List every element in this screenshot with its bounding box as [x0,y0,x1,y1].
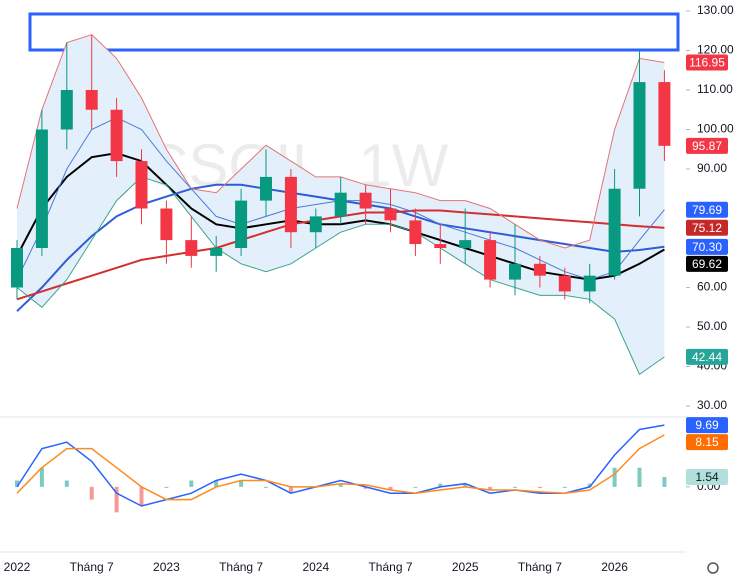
candle-body [434,244,447,248]
candle-body [658,82,671,146]
x-tick-label: 2024 [302,560,329,574]
candle-body [409,220,422,245]
histogram-bar [438,483,443,487]
histogram-bar [164,486,169,488]
indicator-line [16,176,665,376]
price-badge-label: 1.54 [695,470,719,484]
candle-body [260,176,272,201]
histogram-bar [612,467,617,487]
histogram-bar [39,467,44,487]
histogram-bar [288,486,293,494]
signal-line [16,434,665,501]
histogram-bar [114,486,119,513]
x-tick-label: Tháng 7 [70,560,114,574]
x-tick-label: Tháng 7 [518,560,562,574]
candle-body [35,129,48,248]
price-badge [686,137,728,154]
y-tick-label: 110.00 [697,82,733,96]
candle-body [558,275,571,292]
candle-body [384,208,397,221]
x-tick-label: 2023 [153,560,180,574]
price-badge [686,238,728,255]
price-badge [686,434,728,451]
price-badge-label: 75.12 [692,221,722,235]
price-badge-label: 95.87 [692,139,722,153]
price-badge [686,417,728,434]
price-badge [686,219,728,236]
price-badge [686,54,728,71]
histogram-bar [264,486,268,488]
candle-body [459,240,472,248]
candle-body [235,200,248,248]
histogram-bar [662,477,667,487]
candle-body [185,240,198,256]
price-badge-label: 69.62 [692,257,722,271]
histogram-bar [363,486,368,489]
annotation-rectangle [28,12,680,52]
y-tick-label: 120.00 [697,43,734,57]
histogram-bar [388,486,393,491]
candle-body [60,90,73,130]
settings-icon[interactable] [707,562,719,574]
candle-body [608,188,621,276]
histogram-bar [463,483,468,487]
x-tick-label: Tháng 7 [368,560,412,574]
candle-body [509,263,521,280]
histogram-bar [89,486,94,500]
y-tick-label: 60.00 [697,280,727,294]
histogram-bar [239,480,244,487]
candle-body [210,248,223,256]
candle-body [484,240,497,280]
histogram-bar [189,480,194,487]
histogram-bar [15,480,19,487]
price-badge-label: 42.44 [692,350,722,364]
histogram-bar [214,480,219,487]
histogram-bar [537,486,542,489]
price-badge-label: 9.69 [695,418,719,432]
price-badge [686,348,728,365]
candle-body [85,90,98,110]
candle-body [533,263,546,276]
candle-body [309,216,322,233]
histogram-bar [562,486,567,488]
x-tick-label: Tháng 7 [219,560,263,574]
candle-body [160,208,173,241]
x-tick-label: 2022 [4,560,31,574]
y-tick-label: 50.00 [697,319,727,333]
candle-body [334,192,347,217]
price-badge-label: 116.95 [689,56,725,70]
x-tick-label: 2025 [452,560,479,574]
histogram-bar [338,483,343,487]
y-tick-label: 90.00 [697,161,727,175]
histogram-bar [139,486,144,506]
price-badge [686,201,728,218]
candle-body [284,176,297,233]
candle-body [11,248,23,288]
price-badge [686,255,728,272]
y-tick-label: 30.00 [697,398,727,412]
y-tick-label: 100.00 [697,122,734,136]
candle-body [633,82,646,189]
histogram-bar [587,483,592,487]
price-badge-label: 70.30 [692,240,722,254]
y-tick-label: 130.00 [697,3,734,17]
histogram-bar [64,480,69,487]
price-badge-label: 8.15 [695,435,719,449]
candle-body [359,192,372,209]
candle-body [110,109,123,162]
price-badge-label: 79.69 [692,203,722,217]
candle-body [135,161,148,209]
histogram-bar [637,467,642,487]
price-badge [686,469,728,486]
x-tick-label: 2026 [601,560,628,574]
histogram-bar [413,486,418,488]
histogram-bar [513,486,517,488]
histogram-bar [488,486,493,491]
candle-body [583,275,596,292]
